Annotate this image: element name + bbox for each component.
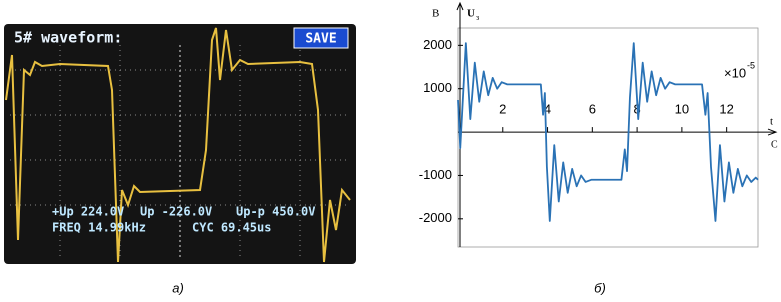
x-tick-label: 6: [589, 102, 596, 117]
y-tick-label: -2000: [419, 210, 452, 225]
caption: а): [172, 280, 184, 295]
x-tick-label: 10: [675, 102, 689, 117]
y-tick-label: -1000: [419, 167, 452, 182]
save-label[interactable]: SAVE: [305, 32, 336, 47]
caption: б): [594, 280, 606, 295]
scope-title: 5# waveform:: [14, 29, 122, 47]
reading: Up -226.0V: [140, 205, 212, 219]
plot-frame: [458, 28, 758, 247]
reading: CYC 69.45us: [192, 221, 271, 235]
reading: FREQ 14.99kHz: [52, 221, 146, 235]
y-name-sub: з: [476, 13, 479, 22]
x-name: t: [770, 116, 773, 128]
y-name: U: [467, 8, 475, 20]
x-unit: С: [771, 139, 778, 150]
x-tick-label: 12: [719, 102, 733, 117]
reading: +Up 224.0V: [52, 205, 124, 219]
y-tick-label: 2000: [423, 37, 452, 52]
figure: 5# waveform: SAVE +Up 224.0V Up -226.0V …: [0, 0, 781, 297]
reading: Up-p 450.0V: [236, 205, 315, 219]
x-multiplier-exp: -5: [747, 60, 755, 70]
page: 5# waveform: SAVE +Up 224.0V Up -226.0V …: [0, 0, 781, 297]
x-multiplier: ×10: [724, 65, 746, 80]
y-tick-label: 1000: [423, 80, 452, 95]
y-unit: В: [432, 8, 439, 20]
x-tick-label: 2: [499, 102, 506, 117]
